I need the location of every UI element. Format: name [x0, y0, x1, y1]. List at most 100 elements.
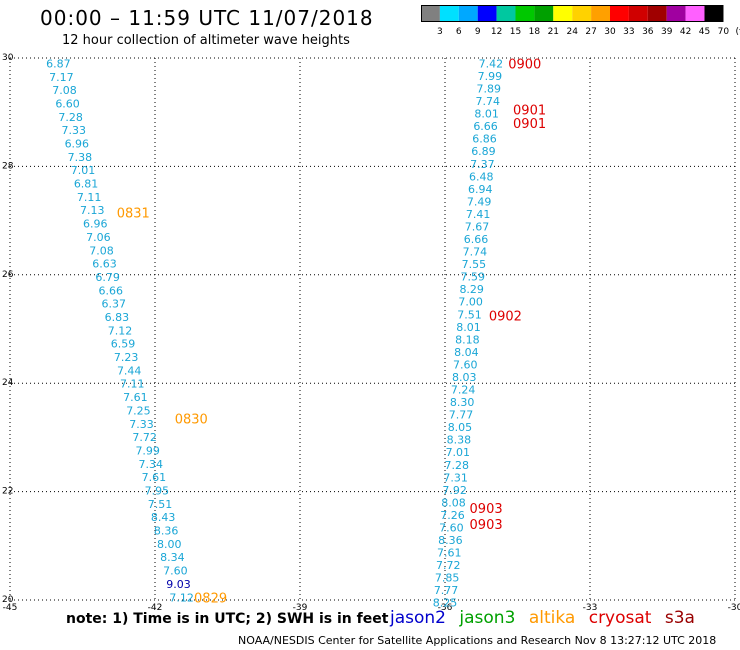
colorbar-label: 24: [566, 27, 578, 37]
color-swatch: [666, 5, 686, 22]
wave-height-label: 8.25: [433, 597, 458, 610]
wave-height-label: 6.79: [95, 271, 120, 284]
pass-time-label: 0831: [117, 206, 150, 221]
wave-height-label: 7.28: [58, 111, 83, 124]
wave-height-label: 7.01: [446, 446, 471, 459]
wave-height-label: 8.08: [441, 496, 466, 509]
x-tick-label: -36: [438, 603, 453, 613]
wave-height-label: 7.49: [467, 195, 492, 208]
wave-height-label: 7.08: [89, 244, 114, 257]
pass-time-label: 0830: [175, 412, 208, 427]
credit-line: NOAA/NESDIS Center for Satellite Applica…: [238, 634, 717, 647]
wave-height-label: 7.25: [126, 404, 151, 417]
color-swatch: [572, 5, 592, 22]
wave-height-label: 7.34: [139, 458, 164, 471]
legend-jason3: jason3: [459, 608, 516, 628]
wave-height-label: 7.59: [461, 271, 486, 284]
wave-height-label: 8.36: [438, 534, 463, 547]
legend-altika: altika: [528, 608, 576, 628]
wave-height-label: 7.37: [470, 158, 495, 171]
colorbar-label: 21: [548, 27, 559, 37]
wave-height-label: 7.33: [61, 124, 86, 137]
color-swatch: [628, 5, 648, 22]
wave-height-label: 7.85: [435, 572, 460, 585]
color-swatch: [685, 5, 705, 22]
x-tick-label: -30: [728, 603, 740, 613]
wave-height-label: 8.34: [160, 551, 185, 564]
x-tick-label: -45: [3, 603, 18, 613]
wave-height-label: 7.74: [463, 246, 488, 259]
wave-height-label: 6.83: [105, 311, 130, 324]
wave-height-label: 7.51: [457, 308, 482, 321]
wave-height-label: 8.36: [154, 525, 179, 538]
colorbar-label: (ft): [736, 27, 740, 37]
x-tick-label: -33: [583, 603, 598, 613]
wave-height-label: 8.43: [151, 511, 176, 524]
wave-height-label: 6.59: [111, 338, 136, 351]
wave-height-label: 7.00: [458, 296, 483, 309]
wave-height-label: 7.55: [462, 258, 487, 271]
wave-height-label: 7.11: [120, 378, 145, 391]
colorbar-label: 15: [510, 27, 521, 37]
wave-height-label: 7.61: [123, 391, 148, 404]
wave-height-label: 6.37: [102, 298, 127, 311]
wave-height-label: 7.01: [71, 164, 96, 177]
wave-height-label: 8.18: [455, 333, 480, 346]
y-tick-label: 30: [2, 53, 14, 63]
color-swatch: [591, 5, 610, 22]
y-tick-label: 26: [2, 270, 14, 280]
wave-height-label: 6.60: [55, 97, 80, 110]
wave-height-label: 7.08: [52, 84, 77, 97]
wave-height-label: 8.01: [456, 321, 481, 334]
chart-subtitle: 12 hour collection of altimeter wave hei…: [62, 33, 350, 48]
pass-time-label: 0829: [194, 591, 227, 606]
wave-height-label: 7.60: [453, 358, 478, 371]
color-swatch: [610, 5, 629, 22]
wave-height-label: 7.44: [117, 364, 142, 377]
y-tick-label: 28: [2, 161, 14, 171]
colorbar-frame: [421, 5, 724, 22]
wave-height-label: 7.28: [444, 459, 469, 472]
wave-height-label: 8.30: [450, 396, 475, 409]
wave-height-label: 7.31: [443, 471, 468, 484]
wave-height-label: 7.95: [145, 485, 170, 498]
wave-height-label: 8.38: [447, 434, 472, 447]
wave-height-label: 6.96: [65, 138, 90, 151]
wave-height-label: 6.66: [473, 120, 498, 133]
colorbar-label: 70: [718, 27, 730, 37]
legend-cryosat: cryosat: [588, 608, 652, 628]
wave-height-label: 6.94: [468, 183, 493, 196]
wave-height-label: 8.05: [448, 421, 473, 434]
color-swatch: [477, 5, 497, 22]
wave-height-label: 6.96: [83, 218, 108, 231]
colorbar-label: 12: [491, 27, 502, 37]
colorbar-label: 30: [604, 27, 616, 37]
wave-height-label: 7.72: [436, 559, 461, 572]
wave-height-label: 6.63: [92, 258, 117, 271]
colorbar-label: 27: [585, 27, 596, 37]
colorbar-label: 45: [699, 27, 710, 37]
colorbar-label: 33: [623, 27, 634, 37]
wave-height-label: 7.13: [80, 204, 105, 217]
x-tick-label: -39: [293, 603, 308, 613]
wave-height-label: 7.17: [49, 71, 74, 84]
wave-height-label: 7.06: [86, 231, 111, 244]
legend-s3a: s3a: [664, 608, 695, 628]
wave-height-label: 8.00: [157, 538, 182, 551]
wave-height-label: 7.61: [142, 471, 167, 484]
wave-height-label: 7.12: [169, 591, 194, 604]
colorbar-label: 3: [437, 27, 443, 37]
wave-height-label: 7.60: [163, 565, 188, 578]
wave-height-label: 7.72: [132, 431, 157, 444]
wave-height-label: 7.99: [478, 70, 503, 83]
y-tick-label: 24: [2, 378, 14, 388]
legend-jason2: jason2: [390, 608, 446, 628]
satellite-legend: jason2 jason3 altika cryosat s3a: [390, 608, 703, 628]
pass-time-label: 0900: [508, 57, 541, 72]
colorbar-label: 39: [661, 27, 673, 37]
pass-time-label: 0902: [489, 309, 522, 324]
wave-height-label: 7.99: [135, 444, 160, 457]
colorbar-label: 36: [642, 27, 654, 37]
